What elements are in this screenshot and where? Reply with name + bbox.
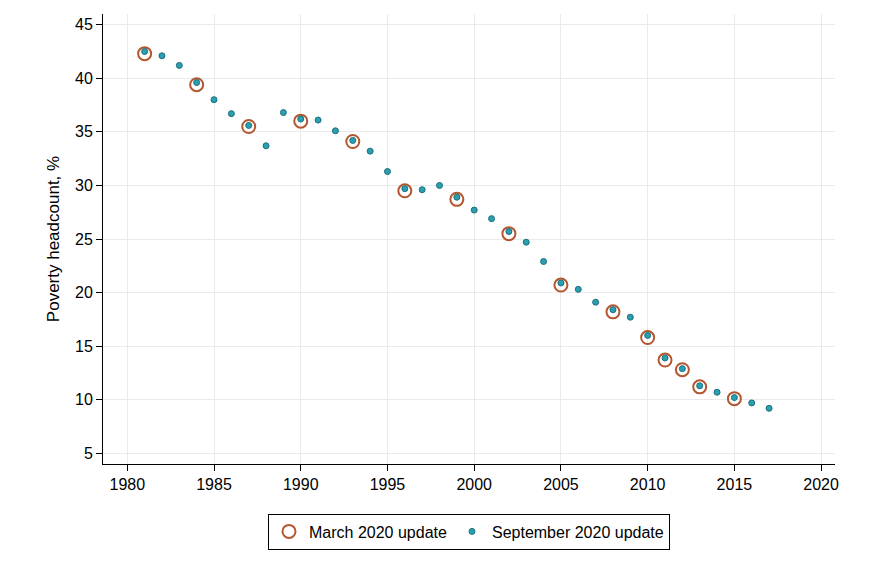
svg-text:45: 45 — [75, 16, 93, 33]
svg-text:40: 40 — [75, 70, 93, 87]
svg-text:25: 25 — [75, 231, 93, 248]
svg-text:2015: 2015 — [717, 476, 753, 493]
svg-text:15: 15 — [75, 338, 93, 355]
svg-text:2010: 2010 — [630, 476, 666, 493]
svg-text:1990: 1990 — [283, 476, 319, 493]
svg-text:1985: 1985 — [196, 476, 232, 493]
svg-text:10: 10 — [75, 391, 93, 408]
svg-text:2020: 2020 — [803, 476, 839, 493]
svg-text:5: 5 — [84, 445, 93, 462]
svg-text:March 2020 update: March 2020 update — [309, 524, 447, 541]
svg-text:2000: 2000 — [456, 476, 492, 493]
svg-text:30: 30 — [75, 177, 93, 194]
svg-text:1980: 1980 — [109, 476, 145, 493]
svg-text:1995: 1995 — [370, 476, 406, 493]
svg-text:September 2020 update: September 2020 update — [492, 524, 664, 541]
svg-text:2005: 2005 — [543, 476, 579, 493]
svg-text:35: 35 — [75, 123, 93, 140]
svg-text:20: 20 — [75, 284, 93, 301]
svg-text:Poverty headcount, %: Poverty headcount, % — [44, 156, 63, 322]
